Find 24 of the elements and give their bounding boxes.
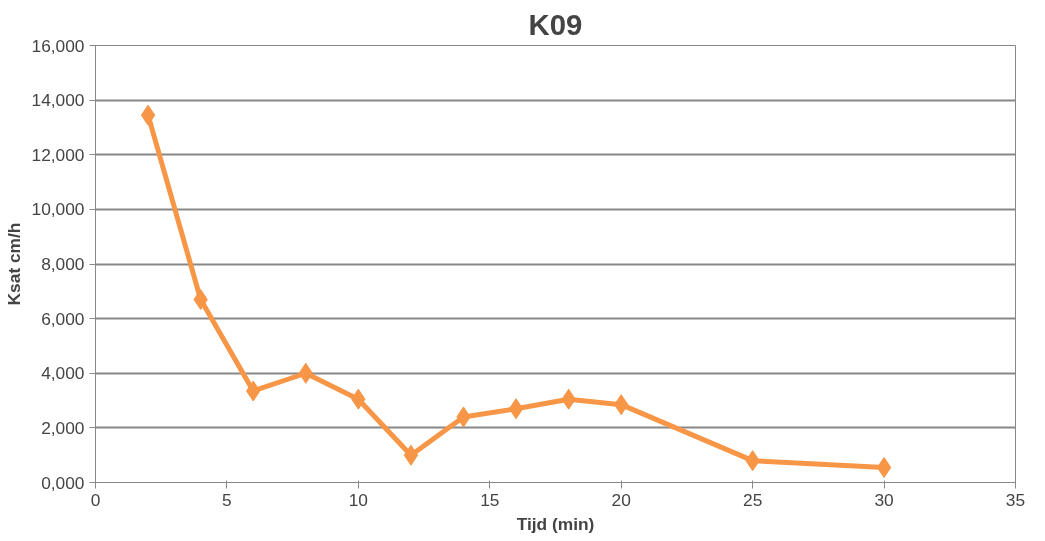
x-tick-label: 0: [90, 489, 101, 510]
x-tick-label: 35: [1005, 489, 1026, 510]
x-axis-title: Tijd (min): [516, 513, 595, 534]
y-axis-title: Ksat cm/h: [3, 222, 24, 306]
x-tick-label: 30: [874, 489, 894, 510]
point: [876, 456, 892, 478]
y-tick-label: 0,000: [41, 472, 85, 493]
y-tick-label: 16,000: [31, 35, 85, 56]
x-tick-label: 15: [480, 489, 500, 510]
x-tick-label: 10: [348, 489, 368, 510]
y-tick-label: 10,000: [31, 199, 85, 220]
x-tick-label: 20: [611, 489, 631, 510]
y-tick-label: 14,000: [31, 90, 85, 111]
y-tick-label: 4,000: [41, 363, 85, 384]
point: [403, 444, 419, 466]
x-tick-label: 25: [743, 489, 763, 510]
y-tick-label: 2,000: [41, 417, 85, 438]
point: [508, 398, 524, 420]
point: [140, 104, 156, 126]
y-tick-label: 12,000: [31, 144, 85, 165]
chart-title: K09: [528, 7, 583, 41]
y-tick-label: 6,000: [41, 308, 85, 329]
x-tick-label: 5: [222, 489, 232, 510]
y-tick-label: 8,000: [41, 254, 85, 274]
